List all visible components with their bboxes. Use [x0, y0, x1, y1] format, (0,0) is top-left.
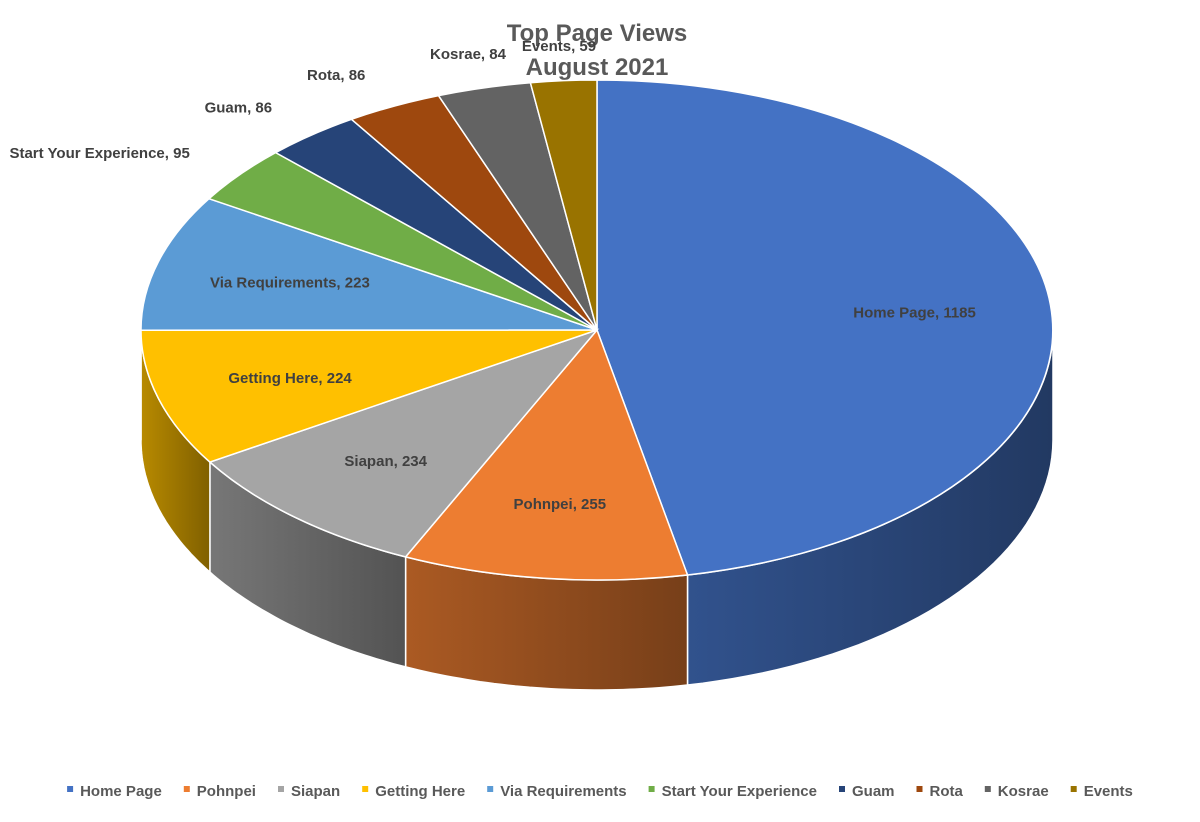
chart-title: Top Page Views August 2021: [507, 20, 688, 81]
legend-item-siapan: Siapan: [278, 783, 340, 800]
legend-item-rota: Rota: [916, 783, 964, 800]
legend-item-via-requirements: Via Requirements: [487, 783, 627, 800]
data-label-getting-here: Getting Here, 224: [228, 370, 352, 387]
legend-label-start-your-experience: Start Your Experience: [662, 783, 817, 800]
slice-getting-here: [140, 329, 598, 463]
legend-label-pohnpei: Pohnpei: [197, 783, 256, 800]
legend-marker-getting-here: [362, 786, 369, 792]
legend-marker-rota: [916, 786, 923, 792]
data-label-siapan: Siapan, 234: [344, 453, 427, 470]
pie-slices: [140, 79, 1054, 581]
legend-marker-siapan: [278, 786, 284, 792]
chart-title-line-2: August 2021: [526, 54, 669, 81]
data-label-pohnpei: Pohnpei, 255: [514, 496, 607, 513]
chart-legend: Home Page Pohnpei Siapan Getting Here Via Re…: [67, 783, 1133, 800]
legend-item-start-your-experience: Start Your Experience: [648, 783, 817, 800]
slice-siapan: [208, 328, 600, 558]
legend-item-home-page: Home Page: [67, 783, 162, 800]
legend-marker-start-your-experience: [648, 786, 655, 792]
data-label-start-your-experience: Start Your Experience, 95: [9, 145, 189, 162]
legend-marker-kosrae: [984, 786, 991, 792]
legend-label-via-requirements: Via Requirements: [500, 783, 626, 800]
legend-marker-home-page: [67, 786, 74, 792]
legend-marker-pohnpei: [183, 786, 190, 792]
legend-marker-guam: [839, 786, 845, 792]
legend-label-kosrae: Kosrae: [998, 783, 1049, 800]
legend-item-pohnpei: Pohnpei: [183, 783, 256, 800]
legend-item-getting-here: Getting Here: [362, 783, 465, 800]
data-label-home-page: Home Page, 1185: [853, 305, 976, 322]
slice-via-requirements: [140, 197, 598, 331]
legend-marker-events: [1070, 786, 1077, 792]
legend-marker-via-requirements: [487, 786, 494, 792]
data-label-via-requirements: Via Requirements, 223: [210, 274, 370, 291]
legend-item-guam: Guam: [839, 783, 895, 800]
slice-events: [529, 79, 598, 331]
data-label-kosrae: Kosrae, 84: [430, 46, 507, 63]
legend-label-guam: Guam: [852, 783, 895, 800]
legend-label-getting-here: Getting Here: [375, 783, 465, 800]
legend-item-kosrae: Kosrae: [984, 783, 1049, 800]
chart-title-line-1: Top Page Views: [507, 20, 688, 47]
data-labels: Home Page, 1185 Pohnpei, 255 Siapan, 234 Ge…: [9, 38, 975, 513]
data-label-events: Events, 59: [522, 38, 596, 55]
legend-label-home-page: Home Page: [80, 783, 162, 800]
legend-item-events: Events: [1070, 783, 1133, 800]
legend-label-events: Events: [1084, 783, 1133, 800]
legend-label-siapan: Siapan: [291, 783, 340, 800]
slice-home-page: [596, 79, 1054, 576]
slice-pohnpei: [404, 328, 689, 581]
legend-label-rota: Rota: [930, 783, 964, 800]
data-label-guam: Guam, 86: [205, 100, 273, 117]
data-label-rota: Rota, 86: [307, 67, 365, 84]
